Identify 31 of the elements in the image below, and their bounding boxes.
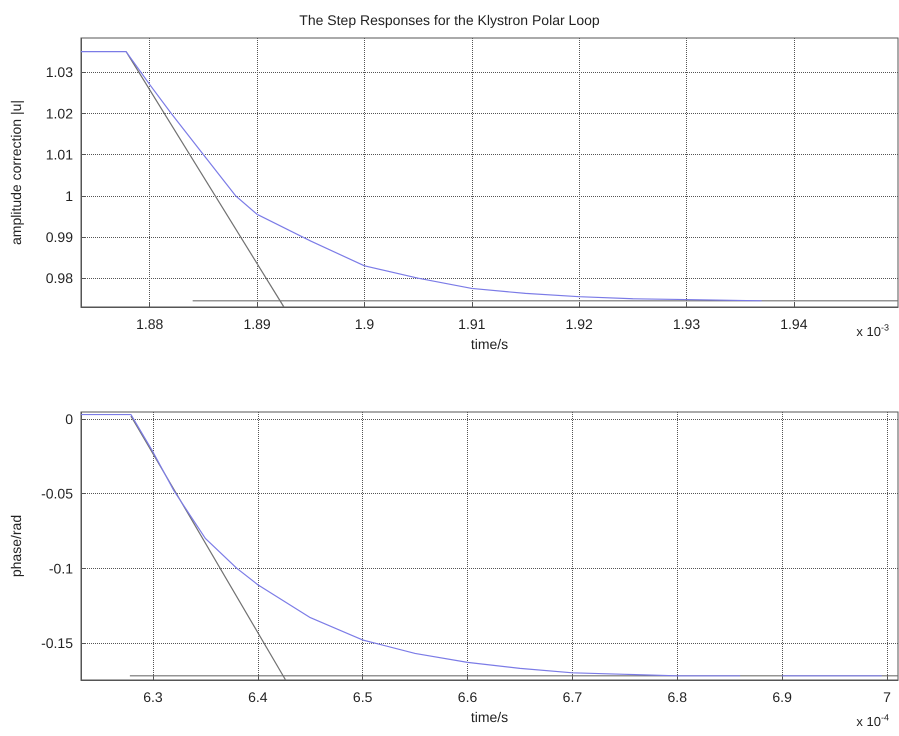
x-tick-label: 6.5 bbox=[352, 689, 373, 705]
y-tick-label: 0.98 bbox=[46, 270, 74, 286]
x-tick-label: 6.8 bbox=[668, 689, 688, 705]
chart-title: The Step Responses for the Klystron Polar Loop bbox=[299, 12, 600, 28]
x-tick-label: 6.3 bbox=[143, 689, 163, 705]
y-tick-label: 0 bbox=[65, 411, 74, 428]
x-axis-title: time/s bbox=[470, 336, 508, 352]
x-tick-label: 6.6 bbox=[458, 689, 478, 705]
y-axis-title: phase/rad bbox=[8, 514, 24, 578]
y-tick-label: 1.01 bbox=[46, 146, 74, 163]
y-tick-label: 0.99 bbox=[46, 228, 74, 245]
y-tick-label: -0.05 bbox=[41, 486, 74, 502]
y-tick-label: 1 bbox=[65, 188, 74, 204]
x-tick-label: 1.9 bbox=[354, 316, 374, 332]
y-axis-title: amplitude correction |u| bbox=[8, 100, 24, 246]
x-tick-label: 1.91 bbox=[458, 316, 486, 332]
x-tick-label: 1.94 bbox=[780, 316, 808, 332]
x-tick-label: 7 bbox=[883, 689, 892, 705]
y-tick-label: 1.03 bbox=[46, 64, 74, 80]
x-tick-label: 6.9 bbox=[772, 689, 792, 705]
y-tick-label: -0.15 bbox=[41, 634, 74, 651]
x-axis-title: time/s bbox=[470, 709, 508, 725]
line-series bbox=[80, 50, 762, 302]
y-tick-label: -0.1 bbox=[48, 560, 74, 576]
x-tick-label: 6.7 bbox=[562, 689, 582, 705]
x-tick-label: 6.4 bbox=[248, 689, 268, 705]
x-tick-label: 1.92 bbox=[566, 316, 593, 332]
y-tick-label: 1.02 bbox=[46, 105, 74, 122]
x-tick-label: 1.89 bbox=[243, 316, 271, 332]
x-tick-label: 1.88 bbox=[136, 316, 164, 332]
x-tick-label: 1.93 bbox=[672, 316, 700, 332]
